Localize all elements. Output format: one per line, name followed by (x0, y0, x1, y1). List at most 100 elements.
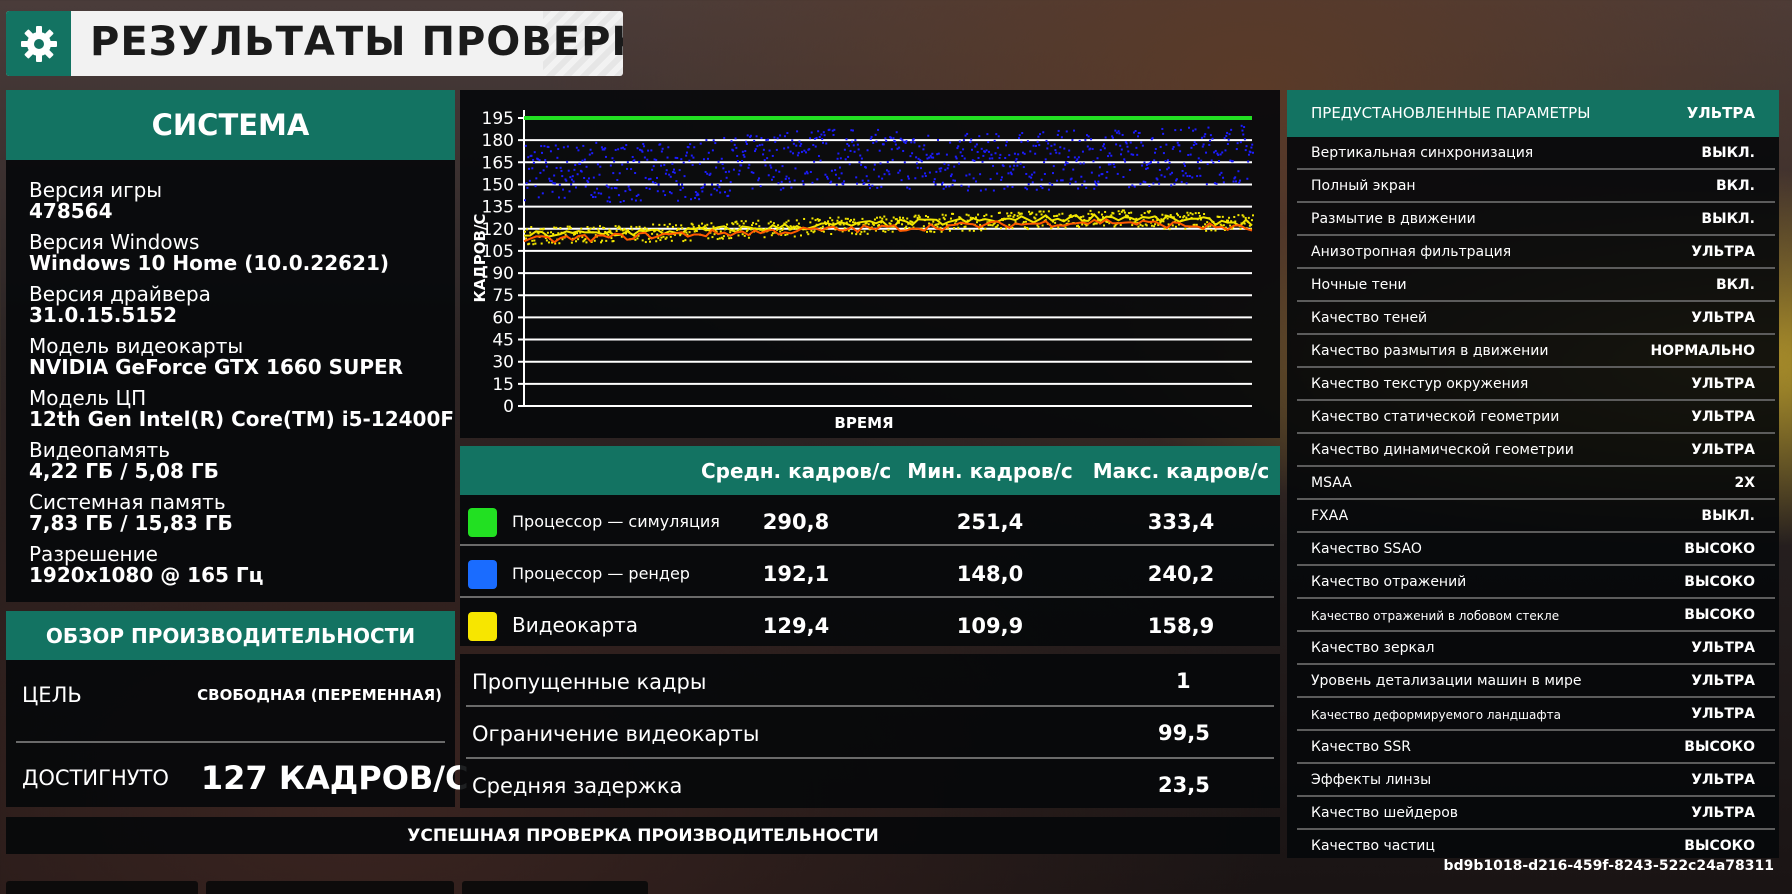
chart-point (601, 239, 604, 242)
chart-point (1132, 153, 1135, 156)
chart-point (575, 146, 578, 149)
bottom-hint[interactable] (6, 881, 198, 894)
chart-point (581, 236, 584, 239)
chart-point (583, 176, 586, 179)
bottom-hint[interactable] (206, 881, 454, 894)
chart-point (1200, 159, 1203, 162)
chart-point (905, 140, 908, 143)
bottom-hint[interactable] (462, 881, 648, 894)
chart-point (881, 177, 884, 180)
setting-label: MSAA (1311, 475, 1352, 491)
chart-point (834, 228, 837, 231)
chart-point (1247, 153, 1250, 156)
chart-point (1064, 161, 1067, 164)
chart-point (1098, 174, 1101, 177)
chart-point (1120, 153, 1123, 156)
chart-point (621, 146, 624, 149)
chart-point (546, 231, 549, 234)
chart-point (857, 223, 860, 226)
chart-point (825, 142, 828, 145)
chart-point (596, 163, 599, 166)
chart-point (1181, 169, 1184, 172)
chart-point (729, 181, 732, 184)
chart-point (1174, 225, 1177, 228)
chart-point (1166, 168, 1169, 171)
chart-point (1056, 214, 1059, 217)
chart-point (1072, 168, 1075, 171)
chart-point (992, 164, 995, 167)
chart-point (902, 216, 905, 219)
chart-point (1168, 161, 1171, 164)
chart-point (541, 228, 544, 231)
chart-point (808, 148, 811, 151)
chart-point (910, 141, 913, 144)
chart-point (1185, 182, 1188, 185)
chart-point (947, 164, 950, 167)
chart-point (1127, 150, 1130, 153)
chart-point (1147, 211, 1150, 214)
system-item-value: 7,83 ГБ / 15,83 ГБ (29, 511, 233, 535)
chart-point (1188, 175, 1191, 178)
setting-value: УЛЬТРА (1691, 673, 1755, 689)
chart-point (1020, 140, 1023, 143)
chart-point (1022, 166, 1025, 169)
chart-point (602, 226, 605, 229)
chart-point (1058, 213, 1061, 216)
chart-point (1098, 166, 1101, 169)
chart-point (745, 140, 748, 143)
chart-point (799, 144, 802, 147)
chart-point (742, 154, 745, 157)
chart-point (527, 156, 530, 159)
chart-point (845, 221, 848, 224)
chart-point (702, 186, 705, 189)
setting-value: УЛЬТРА (1691, 805, 1755, 821)
chart-point (1085, 224, 1088, 227)
setting-value: УЛЬТРА (1691, 442, 1755, 458)
setting-value: ВЫСОКО (1684, 574, 1755, 590)
chart-point (698, 162, 701, 165)
chart-point (767, 222, 770, 225)
chart-point (902, 149, 905, 152)
chart-point (885, 218, 888, 221)
chart-point (1095, 222, 1098, 225)
chart-point (980, 147, 983, 150)
chart-point (1111, 211, 1114, 214)
chart-point (873, 163, 876, 166)
chart-point (729, 231, 732, 234)
chart-point (770, 234, 773, 237)
chart-point (803, 217, 806, 220)
chart-point (1222, 224, 1225, 227)
system-header: СИСТЕМА (6, 90, 455, 160)
chart-point (859, 154, 862, 157)
chart-point (1217, 153, 1220, 156)
settings-row: Качество динамической геометрии УЛЬТРА (1287, 434, 1779, 467)
chart-point (1217, 216, 1220, 219)
chart-point (1172, 146, 1175, 149)
system-item-label: Версия игры (29, 178, 163, 202)
chart-point (883, 215, 886, 218)
chart-point (734, 137, 737, 140)
chart-point (1210, 159, 1213, 162)
chart-point (723, 228, 726, 231)
chart-point (757, 179, 760, 182)
chart-point (708, 173, 711, 176)
chart-point (943, 218, 946, 221)
chart-point (625, 144, 628, 147)
divider (1297, 564, 1775, 566)
goal-label: ЦЕЛЬ (22, 683, 82, 707)
setting-label: Качество SSAO (1311, 541, 1422, 557)
chart-point (917, 157, 920, 160)
chart-point (623, 148, 626, 151)
chart-point (1129, 141, 1132, 144)
divider (1297, 399, 1775, 401)
chart-point (935, 170, 938, 173)
chart-point (896, 147, 899, 150)
settings-row: Размытие в движении ВЫКЛ. (1287, 203, 1779, 236)
chart-point (1184, 172, 1187, 175)
chart-point (922, 148, 925, 151)
chart-point (673, 171, 676, 174)
chart-point (1193, 223, 1196, 226)
chart-point (758, 144, 761, 147)
chart-point (1229, 159, 1232, 162)
chart-point (1066, 162, 1069, 165)
